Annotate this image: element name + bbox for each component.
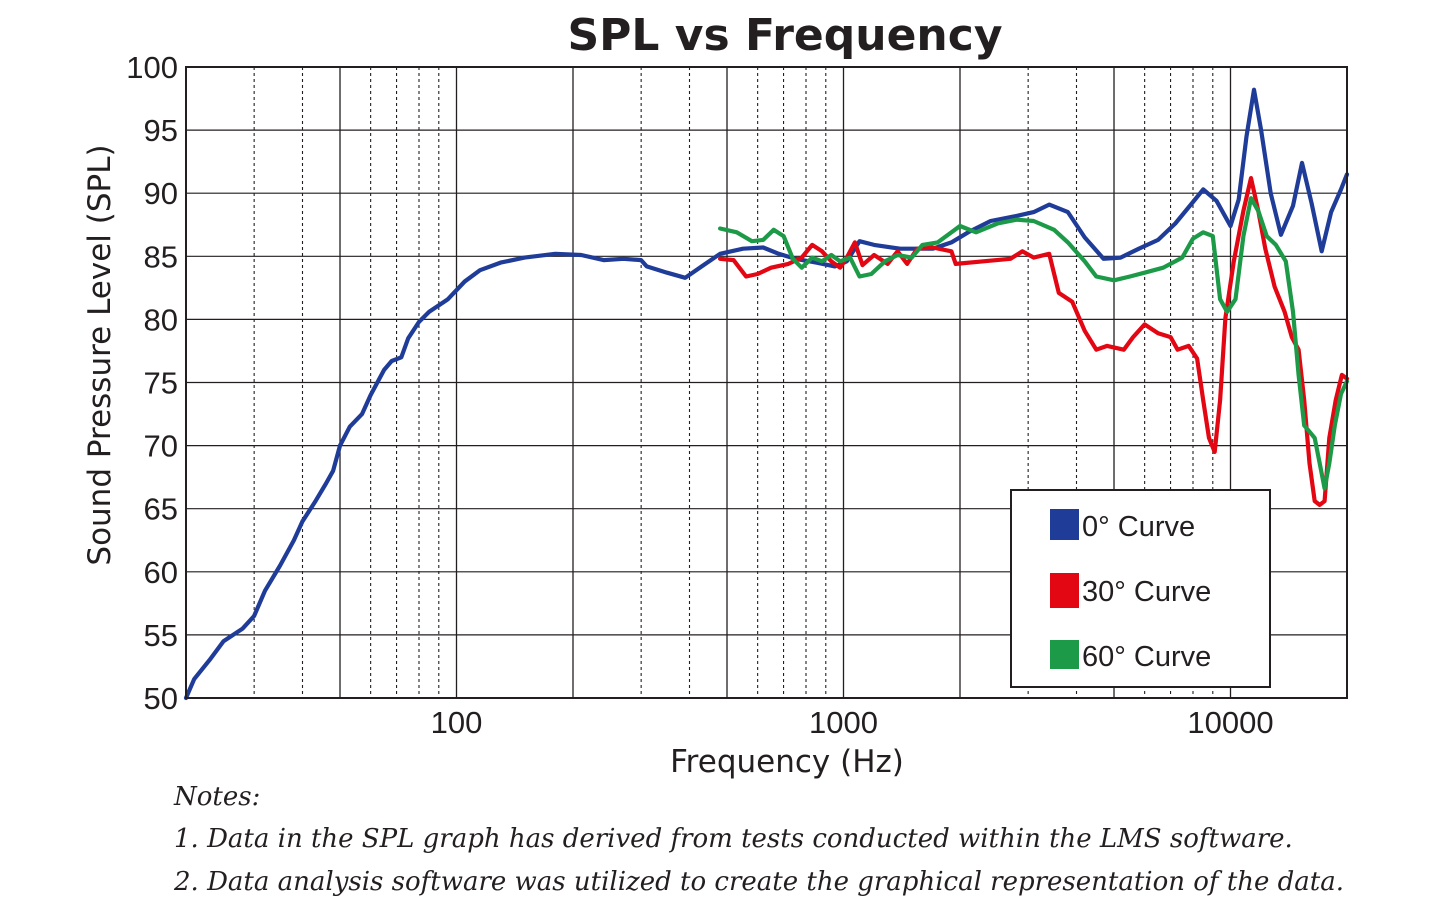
series-lines — [183, 87, 1350, 701]
series-line-2 — [718, 196, 1350, 491]
y-tick-label: 95 — [144, 113, 178, 148]
notes-heading: Notes: — [174, 782, 261, 812]
legend-swatch-60deg — [1050, 640, 1079, 669]
x-tick-label: 100 — [431, 705, 483, 740]
legend-swatch-0deg — [1050, 509, 1079, 540]
y-tick-label: 50 — [144, 681, 178, 716]
x-tick-label: 1000 — [809, 705, 878, 740]
y-tick-label: 55 — [144, 618, 178, 653]
y-tick-label: 85 — [144, 239, 178, 274]
plot-frame — [185, 66, 1348, 699]
y-tick-label: 80 — [144, 302, 178, 337]
y-axis-label: Sound Pressure Level (SPL) — [82, 144, 118, 565]
x-axis-label: Frequency (Hz) — [670, 744, 904, 780]
series-line-0 — [183, 87, 1350, 701]
x-tick-label: 10000 — [1187, 705, 1273, 740]
y-tick-label: 100 — [126, 50, 178, 85]
legend-label-0deg: 0° Curve — [1082, 511, 1195, 543]
legend-swatch-30deg — [1050, 573, 1079, 608]
y-tick-label: 75 — [144, 366, 178, 401]
legend-label-60deg: 60° Curve — [1082, 641, 1211, 673]
y-tick-label: 60 — [144, 555, 178, 590]
y-tick-label: 70 — [144, 429, 178, 464]
y-tick-label: 65 — [144, 492, 178, 527]
legend: 0° Curve 30° Curve 60° Curve — [1010, 489, 1271, 688]
y-tick-label: 90 — [144, 176, 178, 211]
x-axis-ticks: 100 1000 10000 — [431, 705, 1274, 740]
chart-title: SPL vs Frequency — [567, 10, 1002, 61]
legend-label-30deg: 30° Curve — [1082, 576, 1211, 608]
notes-line-2: 2. Data analysis software was utilized t… — [174, 867, 1345, 897]
notes-line-1: 1. Data in the SPL graph has derived fro… — [174, 824, 1293, 854]
y-axis-ticks: 50 55 60 65 70 75 80 85 90 95 100 — [126, 50, 178, 716]
series-line-1 — [718, 176, 1350, 507]
